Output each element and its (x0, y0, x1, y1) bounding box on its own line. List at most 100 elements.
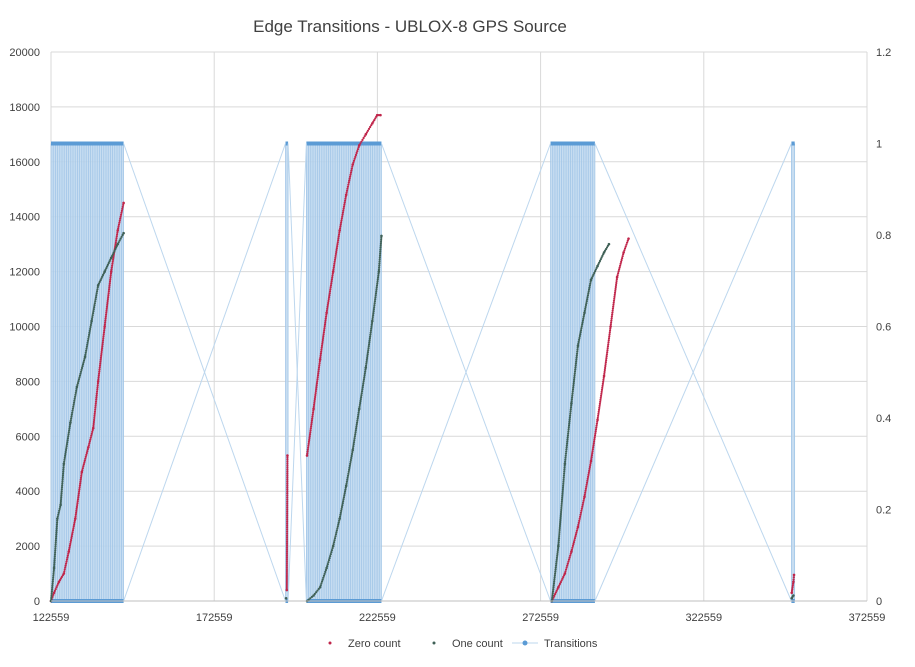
one-count-point (361, 386, 364, 389)
one-count-point (571, 394, 574, 397)
one-count-point (56, 517, 59, 520)
one-count-point (61, 472, 65, 475)
one-count-point (357, 407, 361, 411)
one-count-point (61, 478, 64, 481)
one-count-point (591, 275, 594, 278)
x-tick-label: 122559 (33, 612, 70, 624)
zero-count-point (607, 339, 610, 342)
one-count-point (93, 306, 96, 309)
one-count-point (71, 409, 74, 412)
zero-count-point (601, 386, 604, 389)
y2-tick-label: 0.2 (876, 505, 891, 517)
one-count-point (557, 540, 560, 544)
zero-count-point (119, 215, 122, 218)
one-count-point (340, 509, 343, 512)
zero-count-point (574, 533, 578, 536)
zero-count-point (285, 548, 289, 551)
zero-count-point (286, 510, 289, 513)
zero-count-point (73, 519, 77, 522)
zero-count-point (114, 243, 117, 246)
zero-count-point (345, 189, 349, 192)
one-count-point (343, 494, 346, 497)
one-count-point (75, 389, 78, 392)
zero-count-point (328, 294, 331, 297)
zero-count-point (285, 578, 288, 582)
one-count-point (71, 407, 75, 410)
zero-count-point (613, 291, 617, 295)
one-count-point (74, 391, 77, 394)
one-count-point (54, 549, 57, 552)
zero-count-point (609, 325, 612, 328)
zero-count-point (577, 523, 580, 526)
one-count-point (61, 476, 64, 479)
one-count-point (558, 534, 561, 538)
zero-count-point (626, 239, 629, 242)
zero-count-point (85, 453, 88, 456)
one-count-point (569, 410, 572, 413)
zero-count-point (334, 254, 337, 258)
zero-count-point (77, 494, 80, 497)
zero-count-point (105, 307, 108, 310)
one-count-point (96, 288, 99, 291)
one-count-point (600, 256, 603, 259)
one-count-point (357, 409, 361, 412)
zero-count-point (344, 197, 347, 200)
zero-count-point (612, 303, 615, 306)
one-count-point (557, 538, 560, 542)
one-count-point (367, 343, 371, 346)
zero-count-point (95, 398, 98, 401)
legend: Zero count One count Transitions (328, 638, 598, 650)
one-count-point (586, 294, 590, 297)
zero-count-point (100, 346, 104, 350)
zero-count-point (112, 256, 115, 259)
zero-count-point (286, 466, 289, 469)
one-count-point (370, 327, 373, 330)
zero-count-point (608, 333, 611, 336)
zero-count-point (578, 517, 581, 520)
zero-count-point (614, 287, 617, 291)
one-count-point (343, 492, 346, 495)
one-count-point (69, 419, 72, 422)
one-count-point (568, 420, 571, 423)
zero-count-point (78, 486, 81, 489)
one-count-point (364, 370, 367, 373)
legend-label-zero-count: Zero count (348, 638, 401, 650)
one-count-point (566, 434, 570, 437)
one-count-point (341, 503, 344, 507)
zero-count-point (340, 221, 343, 224)
zero-count-point (360, 140, 363, 143)
zero-count-point (314, 389, 318, 393)
one-count-point (589, 282, 592, 285)
zero-count-point (619, 264, 622, 267)
zero-count-point (329, 284, 333, 287)
one-count-point (55, 523, 59, 526)
one-count-point (592, 273, 595, 276)
zero-count-point (586, 477, 589, 480)
one-count-point (114, 248, 117, 251)
zero-count-point (69, 542, 72, 545)
one-count-point (52, 570, 55, 574)
one-count-point (344, 484, 348, 488)
zero-count-point (73, 521, 76, 524)
one-count-point (368, 337, 371, 340)
one-count-point (373, 300, 377, 303)
one-count-point (96, 286, 99, 289)
one-count-point (62, 466, 65, 469)
one-count-point (561, 494, 564, 497)
zero-count-point (286, 488, 289, 491)
zero-count-point (615, 279, 618, 283)
zero-count-point (286, 462, 289, 465)
one-count-point (338, 519, 341, 522)
one-count-point (70, 413, 73, 416)
zero-count-point (87, 445, 90, 449)
one-count-point (76, 383, 79, 387)
zero-count-point (100, 348, 103, 352)
one-count-point (54, 543, 57, 546)
one-count-point (377, 268, 381, 271)
zero-count-point (608, 335, 611, 338)
one-count-point (70, 415, 73, 418)
zero-count-point (317, 368, 320, 371)
one-count-point (315, 591, 318, 594)
zero-count-point (307, 442, 310, 445)
one-count-point (50, 592, 53, 595)
